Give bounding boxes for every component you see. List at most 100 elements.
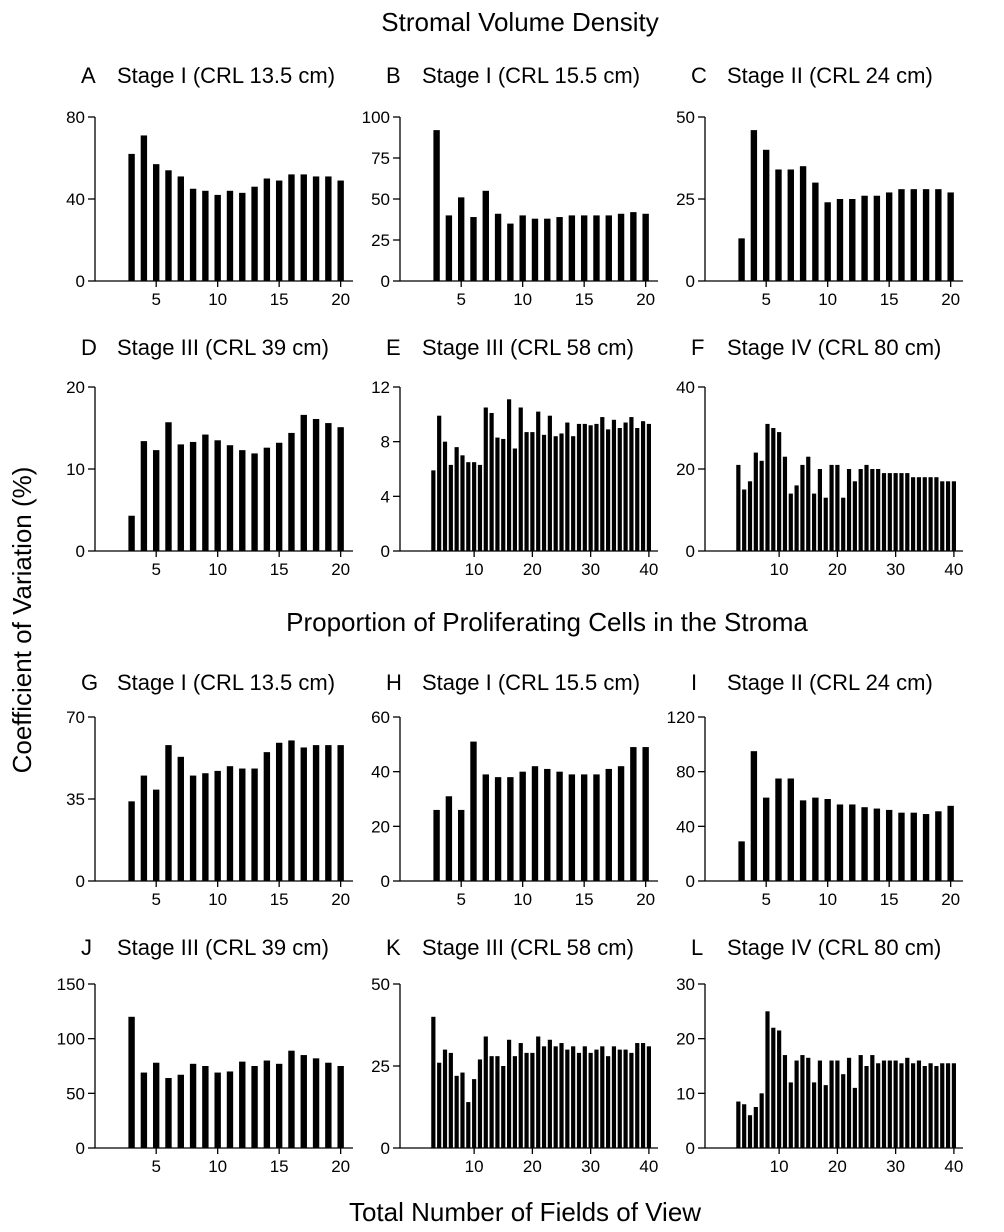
panel-title: Stage IV (CRL 80 cm)	[727, 935, 941, 960]
y-tick-label: 75	[371, 149, 390, 168]
x-tick-label: 5	[761, 290, 770, 309]
bar	[165, 745, 172, 881]
panel-e: E Stage III (CRL 58 cm) 0 4 8 12 10 20 30 40	[371, 335, 658, 579]
panel-title: Stage III (CRL 39 cm)	[117, 935, 329, 960]
bar	[337, 427, 344, 551]
x-tick-label: 30	[886, 1157, 905, 1176]
bar	[226, 1071, 234, 1148]
bar	[771, 428, 776, 551]
y-tick-label: 0	[76, 272, 85, 291]
bar	[189, 1063, 197, 1148]
bar	[477, 1059, 483, 1148]
bar	[736, 1101, 741, 1148]
x-tick-label: 15	[880, 890, 899, 909]
bar	[617, 213, 625, 281]
y-tick-label: 50	[676, 108, 695, 127]
y-tick-label: 30	[676, 975, 695, 994]
bar	[494, 777, 502, 881]
bar	[239, 450, 246, 551]
bar	[873, 808, 881, 881]
bar	[448, 1052, 453, 1148]
bar	[263, 1060, 271, 1148]
x-tick-label: 10	[208, 560, 227, 579]
bar	[140, 441, 148, 551]
bar	[433, 809, 440, 881]
bar	[812, 182, 819, 281]
bar	[140, 775, 148, 881]
bar	[312, 176, 320, 281]
panel-i: I Stage II (CRL 24 cm) 0 40 80 120 5 10 15 20	[667, 670, 963, 909]
bar	[753, 1107, 758, 1148]
bar	[506, 1039, 512, 1148]
bar	[775, 169, 782, 281]
section-title-proliferating-cells: Proportion of Proliferating Cells in the…	[286, 607, 808, 637]
section-title-stromal-volume: Stromal Volume Density	[381, 7, 658, 37]
y-tick-label: 0	[686, 1139, 695, 1158]
x-tick-label: 40	[944, 1157, 963, 1176]
bar	[433, 130, 440, 281]
y-tick-label: 12	[371, 378, 390, 397]
bar	[922, 477, 927, 551]
bar	[300, 747, 307, 881]
panel-letter: K	[386, 935, 401, 960]
bar	[630, 212, 637, 281]
bar	[747, 481, 753, 551]
bar	[152, 164, 160, 281]
bar	[606, 429, 611, 551]
bar	[454, 1075, 459, 1148]
bar	[922, 189, 930, 281]
bar	[437, 415, 442, 551]
bar	[507, 223, 514, 281]
x-tick-label: 10	[818, 890, 837, 909]
bar	[495, 1056, 500, 1148]
panel-letter: A	[81, 63, 96, 88]
bar	[571, 1046, 576, 1148]
bar	[239, 768, 246, 881]
panel-l: L Stage IV (CRL 80 cm) 0 10 20 30 10 20 30 40	[676, 935, 963, 1176]
bar	[454, 447, 459, 551]
bar	[870, 1055, 875, 1148]
bar	[905, 1057, 910, 1148]
bar	[922, 814, 930, 881]
bar	[765, 423, 770, 551]
bar	[226, 445, 234, 551]
bar	[849, 804, 856, 881]
bar	[593, 774, 600, 881]
bar	[128, 515, 135, 551]
panel-h: H Stage I (CRL 15.5 cm) 0 20 40 60 5 10 15 20	[371, 670, 658, 909]
x-tick-label: 5	[456, 290, 465, 309]
panel-letter: L	[691, 935, 703, 960]
panel-letter: B	[386, 63, 401, 88]
bar	[442, 1049, 448, 1148]
x-tick-label: 20	[636, 890, 655, 909]
bar	[928, 1063, 933, 1148]
x-tick-label: 5	[151, 1157, 160, 1176]
panel-b: B Stage I (CRL 15.5 cm) 0 25 50 75 100 5 10 15 20	[362, 63, 658, 309]
bar	[899, 473, 904, 551]
bar	[165, 1078, 172, 1148]
bar	[823, 1085, 828, 1148]
bar	[806, 456, 811, 551]
y-tick-label: 0	[381, 272, 390, 291]
y-tick-label: 50	[371, 975, 390, 994]
y-tick-label: 100	[362, 108, 390, 127]
x-tick-label: 5	[151, 560, 160, 579]
panel-letter: I	[691, 670, 697, 695]
bar	[829, 464, 834, 551]
bar	[519, 771, 526, 881]
y-tick-label: 4	[381, 487, 390, 506]
panel-title: Stage III (CRL 39 cm)	[117, 335, 329, 360]
bar	[935, 811, 942, 881]
y-tick-label: 0	[381, 542, 390, 561]
bar	[873, 195, 881, 281]
x-tick-label: 5	[151, 290, 160, 309]
panel-title: Stage IV (CRL 80 cm)	[727, 335, 941, 360]
bar	[214, 194, 221, 281]
bar	[275, 742, 283, 881]
bar	[642, 747, 649, 881]
y-tick-label: 0	[686, 872, 695, 891]
bar	[870, 469, 875, 551]
bar	[646, 1046, 651, 1148]
bar	[530, 1052, 535, 1148]
bar	[935, 189, 942, 281]
